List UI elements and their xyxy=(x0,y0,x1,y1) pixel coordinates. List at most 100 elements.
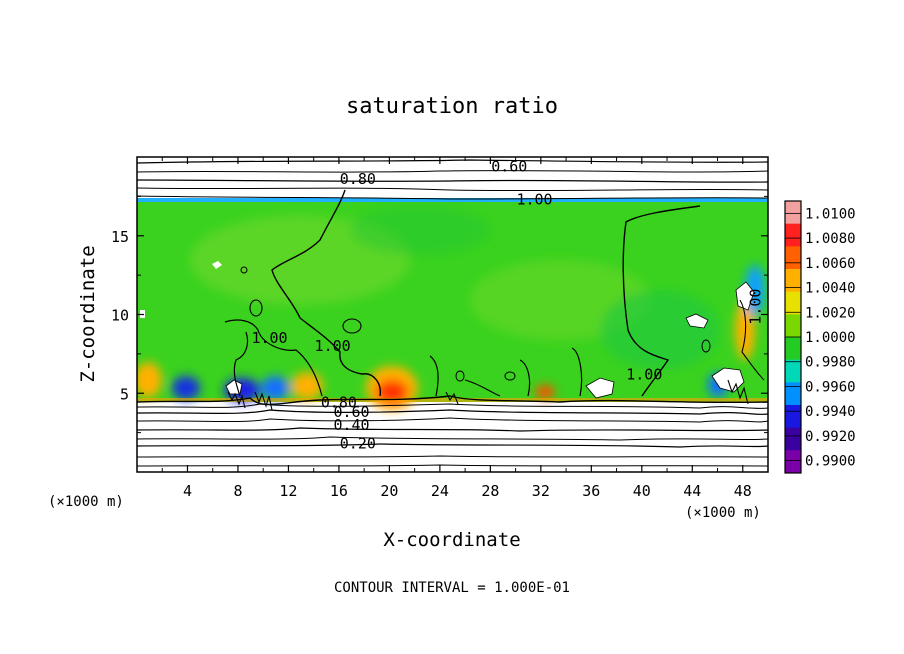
contour-line xyxy=(137,464,768,467)
y-axis-label: Z-coordinate xyxy=(77,245,99,382)
colorbar-swatch xyxy=(785,246,801,270)
x-tick-label: 24 xyxy=(431,482,449,500)
contour-line xyxy=(137,170,768,173)
y-axis-ticks: 5 10 15 xyxy=(111,195,768,434)
contour-line xyxy=(137,436,768,441)
subsaturation-blob xyxy=(261,376,289,400)
contour-label: 1.00 xyxy=(315,337,351,355)
y-tick-label: 10 xyxy=(111,307,129,325)
chart-title: saturation ratio xyxy=(346,94,558,119)
x-axis-unit-left: (×1000 m) xyxy=(48,494,124,510)
colorbar-label: 1.0060 xyxy=(805,256,856,272)
x-tick-label: 40 xyxy=(633,482,651,500)
x-tick-label: 36 xyxy=(582,482,600,500)
contour-label: 1.00 xyxy=(251,329,287,347)
contour-label: 0.40 xyxy=(333,416,369,434)
dry-patch xyxy=(735,281,755,311)
saturation-field xyxy=(137,159,768,467)
x-axis-label: X-coordinate xyxy=(383,529,520,551)
contour-label: 0.60 xyxy=(333,403,369,421)
colorbar-label: 0.9980 xyxy=(805,355,856,371)
x-tick-label: 4 xyxy=(183,482,192,500)
contour-line xyxy=(137,395,768,406)
colorbar-swatch xyxy=(785,269,801,293)
colorbar-label: 1.0020 xyxy=(805,305,856,321)
colorbar-label: 1.0040 xyxy=(805,281,856,297)
contour-interval-label: CONTOUR INTERVAL = 1.000E-01 xyxy=(334,580,570,596)
contour-line-1.00 xyxy=(224,319,323,397)
subsaturation-blob xyxy=(172,376,200,400)
contour-label: 1.00 xyxy=(626,365,662,383)
x-tick-label: 48 xyxy=(734,482,752,500)
contour-wave xyxy=(445,391,459,405)
contour-label: 1.00 xyxy=(516,191,552,209)
contour-labels: 0.600.801.001.00 1.001.001.000.800.600.40… xyxy=(251,157,764,453)
x-axis-unit-right: (×1000 m) xyxy=(685,505,761,521)
dry-patch xyxy=(685,313,709,329)
contour-loop xyxy=(342,318,362,334)
field-patch xyxy=(600,290,720,370)
x-tick-label: 32 xyxy=(532,482,550,500)
colorbar-label: 0.9940 xyxy=(805,404,856,420)
contour-loop xyxy=(240,266,248,274)
x-tick-label: 16 xyxy=(330,482,348,500)
contour-loop xyxy=(504,371,516,381)
colorbar: 1.0100 1.0080 1.0060 1.0040 1.0020 1.0000 0.99… xyxy=(784,200,856,474)
contour-label: 0.20 xyxy=(340,435,376,453)
contour-line xyxy=(137,159,768,164)
supersaturation-blob xyxy=(535,385,555,399)
contour-label: 0.60 xyxy=(491,157,527,175)
colorbar-swatch xyxy=(785,314,801,338)
contour-line-1.00 xyxy=(233,331,249,397)
colorbar-label: 1.0000 xyxy=(805,330,856,346)
x-axis-ticks: 4 8 12 16 20 24 28 32 36 40 44 48 xyxy=(161,157,752,500)
colorbar-swatch xyxy=(785,382,801,406)
colorbar-swatch xyxy=(785,359,801,383)
x-tick-label: 12 xyxy=(279,482,297,500)
dry-patch xyxy=(212,261,222,269)
contour-loop xyxy=(701,339,711,353)
contour-wave xyxy=(227,391,246,409)
colorbar-swatch xyxy=(785,450,801,474)
x-tick-label: 44 xyxy=(683,482,701,500)
contour-line xyxy=(137,427,768,432)
colorbar-swatch xyxy=(785,223,801,247)
colorbar-label: 1.0100 xyxy=(805,206,856,222)
dry-patch xyxy=(585,377,615,399)
contour-line-1.00 xyxy=(519,359,531,397)
colorbar-swatch xyxy=(785,337,801,361)
contour-label: 0.80 xyxy=(340,170,376,188)
contour-line xyxy=(137,187,768,192)
colorbar-swatch xyxy=(785,427,801,451)
contour-line xyxy=(137,195,768,200)
contour-line xyxy=(137,443,768,448)
colorbar-label: 0.9900 xyxy=(805,454,856,470)
x-tick-label: 20 xyxy=(380,482,398,500)
contour-line-1.00 xyxy=(739,299,765,381)
x-tick-label: 28 xyxy=(481,482,499,500)
contour-loop xyxy=(249,299,263,317)
colorbar-swatch xyxy=(785,405,801,429)
contour-line-1.00 xyxy=(622,205,701,397)
contour-line xyxy=(137,179,768,183)
contour-line-1.00 xyxy=(571,347,583,397)
field-patch xyxy=(350,205,490,255)
moist-layer-top-edge xyxy=(137,198,768,202)
y-tick-label: 15 xyxy=(111,228,129,246)
contour-wave xyxy=(727,379,749,405)
moist-layer-bottom-edge xyxy=(137,398,768,402)
colorbar-swatch xyxy=(785,201,801,225)
y-tick-label: 5 xyxy=(120,385,129,403)
contour-wave xyxy=(254,391,273,411)
contour-loop xyxy=(455,370,465,382)
contour-label: 1.00 xyxy=(746,289,764,325)
contour-line-1.00 xyxy=(271,189,381,397)
colorbar-label: 0.9960 xyxy=(805,379,856,395)
x-tick-label: 8 xyxy=(233,482,242,500)
contour-line xyxy=(137,455,768,458)
contour-line xyxy=(137,403,768,409)
colorbar-swatch xyxy=(785,291,801,315)
colorbar-label: 0.9920 xyxy=(805,429,856,445)
contour-label: 0.80 xyxy=(321,394,357,412)
